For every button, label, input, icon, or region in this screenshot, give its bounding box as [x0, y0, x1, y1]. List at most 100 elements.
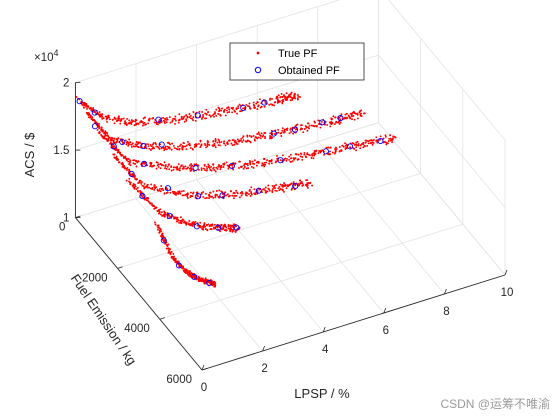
true-pf-point — [177, 218, 180, 221]
true-pf-point — [306, 152, 309, 155]
true-pf-point — [216, 225, 219, 228]
true-pf-point — [246, 139, 249, 142]
true-pf-point — [379, 138, 381, 141]
true-pf-point — [124, 123, 127, 126]
true-pf-point — [258, 133, 260, 135]
true-pf-point — [118, 161, 121, 164]
true-pf-point — [114, 118, 117, 120]
true-pf-point — [106, 139, 109, 142]
x-tick-mark — [201, 364, 205, 371]
grid-line — [159, 223, 463, 320]
true-pf-point — [222, 166, 225, 168]
legend-box — [229, 42, 365, 81]
true-pf-point — [178, 144, 181, 147]
true-pf-point — [160, 185, 163, 187]
true-pf-point — [225, 229, 228, 232]
true-pf-point — [169, 191, 172, 194]
true-pf-point — [306, 182, 309, 185]
true-pf-point — [268, 159, 271, 162]
true-pf-point — [145, 199, 148, 202]
x-tick-label: 6 — [383, 325, 389, 337]
true-pf-point — [235, 189, 238, 192]
true-pf-point — [310, 124, 313, 127]
true-pf-point — [190, 195, 193, 197]
true-pf-point — [188, 116, 191, 118]
true-pf-point — [271, 132, 274, 135]
true-pf-point — [135, 119, 138, 122]
true-pf-point — [191, 117, 194, 120]
true-pf-point — [244, 140, 247, 143]
true-pf-point — [214, 140, 217, 143]
true-pf-point — [106, 115, 108, 118]
true-pf-point — [121, 154, 124, 157]
true-pf-point — [231, 111, 234, 114]
true-pf-point — [218, 144, 221, 147]
legend-marker-obtained-pf — [254, 66, 262, 74]
true-pf-point — [85, 103, 88, 106]
true-pf-point — [130, 145, 133, 148]
true-pf-point — [208, 167, 211, 169]
true-pf-point — [140, 120, 143, 123]
true-pf-point — [153, 205, 156, 207]
true-pf-point — [279, 100, 281, 103]
true-pf-point — [153, 184, 156, 187]
true-pf-point — [357, 143, 360, 145]
true-pf-point — [216, 193, 219, 196]
true-pf-point — [144, 116, 147, 119]
obtained-pf-point — [337, 115, 344, 122]
true-pf-point — [162, 164, 165, 167]
true-pf-point — [274, 101, 277, 104]
true-pf-point — [263, 105, 266, 108]
true-pf-point — [297, 158, 300, 161]
obtained-pf-point — [191, 273, 198, 280]
true-pf-point — [248, 105, 251, 108]
true-pf-point — [130, 143, 133, 146]
true-pf-point — [360, 143, 363, 146]
obtained-pf-point — [292, 183, 299, 190]
true-pf-point — [185, 118, 188, 121]
true-pf-point — [226, 193, 229, 196]
true-pf-point — [136, 122, 139, 125]
true-pf-point — [173, 147, 176, 150]
true-pf-point — [250, 165, 253, 168]
true-pf-point — [184, 145, 187, 148]
true-pf-point — [169, 121, 172, 124]
true-pf-point — [252, 134, 255, 137]
true-pf-point — [291, 160, 294, 163]
true-pf-point — [133, 159, 136, 162]
true-pf-point — [332, 115, 335, 118]
true-pf-point — [113, 141, 116, 144]
true-pf-point — [246, 164, 249, 167]
true-pf-point — [231, 107, 234, 110]
x-tick-mark — [444, 288, 447, 295]
true-pf-point — [171, 120, 174, 123]
true-pf-point — [149, 165, 152, 168]
obtained-pf-point — [128, 170, 135, 177]
true-pf-point — [259, 137, 262, 140]
true-pf-point — [232, 197, 235, 200]
z-tick-label: 2 — [63, 78, 69, 90]
true-pf-point — [98, 122, 100, 125]
true-pf-point — [271, 184, 274, 187]
true-pf-point — [367, 140, 370, 143]
true-pf-point — [333, 123, 336, 126]
true-pf-point — [192, 111, 195, 113]
true-pf-point — [242, 135, 245, 138]
true-pf-point — [117, 115, 120, 118]
true-pf-point — [212, 190, 215, 193]
true-pf-point — [270, 162, 273, 165]
true-pf-point — [256, 161, 259, 163]
obtained-pf-point — [228, 162, 235, 169]
true-pf-point — [101, 115, 104, 118]
true-pf-point — [212, 166, 215, 169]
true-pf-point — [216, 141, 219, 144]
true-pf-point — [278, 185, 281, 188]
true-pf-point — [118, 152, 121, 155]
true-pf-point — [87, 105, 90, 108]
grid-line — [135, 198, 263, 352]
true-pf-point — [275, 154, 278, 157]
true-pf-point — [218, 189, 221, 192]
true-pf-point — [264, 186, 267, 189]
true-pf-point — [128, 180, 130, 183]
true-pf-point — [178, 264, 181, 267]
